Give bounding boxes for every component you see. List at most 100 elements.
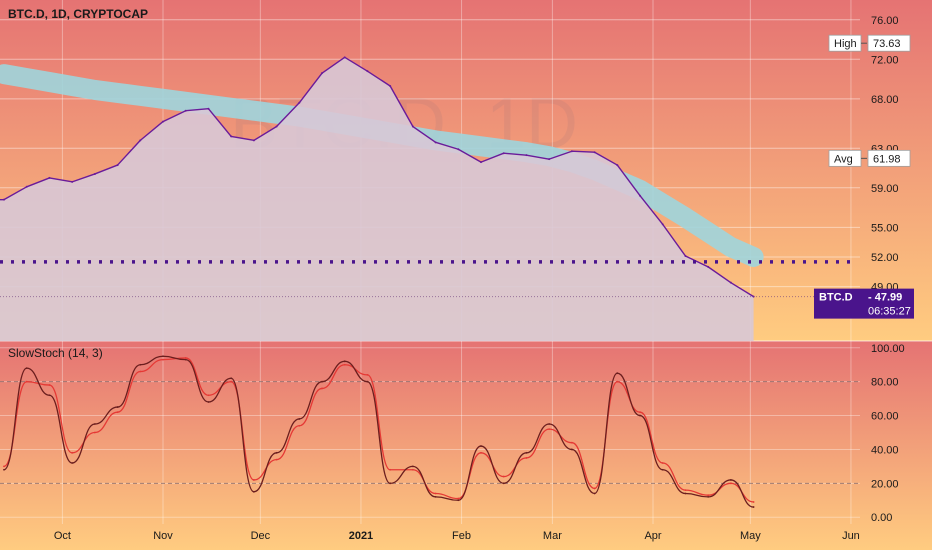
oscillator-pane [0,355,860,508]
stoch-d-line [3,357,754,503]
stoch-d-point [502,475,505,478]
x-tick-label: Oct [54,530,71,542]
price-point [71,180,74,183]
stoch-d-point [752,501,755,503]
price-point [252,139,255,142]
x-tick-label: Apr [644,530,661,542]
stoch-d-point [48,384,51,386]
x-tick-label: Mar [543,530,562,542]
price-point [707,265,710,268]
high-badge: High 73.63 [828,34,911,52]
price-point [570,150,573,153]
price-point [3,198,5,201]
stoch-k-point [548,423,551,425]
price-point [321,72,324,75]
price-point [525,154,528,157]
stoch-k-point [570,448,573,451]
price-point [661,223,664,226]
stoch-k-point [616,372,619,375]
stoch-k-point [184,358,187,361]
stoch-k-point [729,479,732,481]
current-price-value: - 47.99 [868,292,902,304]
stoch-d-point [71,451,74,454]
price-point [298,101,301,104]
stoch-d-point [93,431,96,434]
stoch-d-point [25,380,28,383]
price-point [457,148,460,151]
stoch-k-point [298,418,301,420]
stoch-d-point [139,370,142,373]
stoch-d-point [684,489,687,492]
price-point [162,120,165,123]
price-point [366,70,369,73]
osc-y-tick-label: 40.00 [871,444,899,456]
x-tick-label: Feb [452,530,471,542]
stoch-d-point [729,482,732,485]
stoch-k-point [343,360,346,363]
stoch-d-point [230,380,233,383]
price-point [343,56,346,59]
price-point [25,185,28,188]
oscillator-pane-background [0,341,932,550]
stoch-k-point [3,468,5,471]
avg-badge-value-box [867,149,911,167]
stoch-k-point [366,380,369,383]
price-point [184,109,187,112]
chart-title: BTC.D, 1D, CRYPTOCAP [8,7,149,21]
high-badge-value: 73.63 [873,38,901,50]
current-price-badge: BTC.D - 47.99 06:35:27 [814,288,914,319]
stoch-k-point [593,492,596,495]
stoch-d-point [707,494,710,497]
stoch-k-point [162,355,164,358]
stoch-k-point [480,445,482,447]
price-point [411,125,414,128]
price-point [616,164,619,167]
stoch-d-point [252,479,255,481]
osc-y-tick-label: 0.00 [871,512,892,524]
current-price-symbol: BTC.D [819,292,853,304]
stoch-k-point [661,468,664,471]
price-point [93,172,96,175]
x-tick-label: Dec [251,530,271,542]
stoch-k-point [389,482,392,485]
stoch-k-point [411,465,414,468]
current-price-badge-bg [814,288,914,319]
price-point [116,164,119,167]
stoch-d-point [162,358,164,361]
stoch-d-point [184,357,187,359]
stoch-d-point [480,451,482,454]
stoch-k-point [639,414,641,417]
price-point [639,194,642,197]
osc-y-tick-label: 80.00 [871,377,899,389]
y-tick-label: 52.00 [871,252,899,264]
stoch-d-point [593,487,596,490]
axes: 76.0072.0068.0063.0059.0055.0052.0049.00… [54,15,914,542]
price-point [389,84,392,87]
price-area [0,57,754,341]
stoch-k-point [93,423,96,425]
stoch-k-point [525,451,528,454]
stoch-d-point [275,458,278,461]
stoch-d-point [434,492,437,495]
high-badge-label: High [834,38,857,50]
avg-badge-value: 61.98 [873,153,901,165]
stoch-k-point [139,363,142,366]
price-point [434,141,437,144]
stoch-k-point [752,506,755,508]
osc-y-tick-label: 100.00 [871,343,905,355]
stoch-k-point [434,495,437,498]
stoch-k-point [275,451,278,454]
high-badge-value-box [867,34,911,52]
stoch-k-line [3,355,754,508]
stoch-d-point [411,468,414,471]
price-point [684,254,687,257]
price-point [139,139,142,142]
stoch-d-point [661,462,664,464]
price-point [480,161,483,164]
stoch-k-point [71,462,74,464]
price-point [48,176,51,179]
stoch-k-point [457,499,460,502]
price-point [275,125,278,128]
